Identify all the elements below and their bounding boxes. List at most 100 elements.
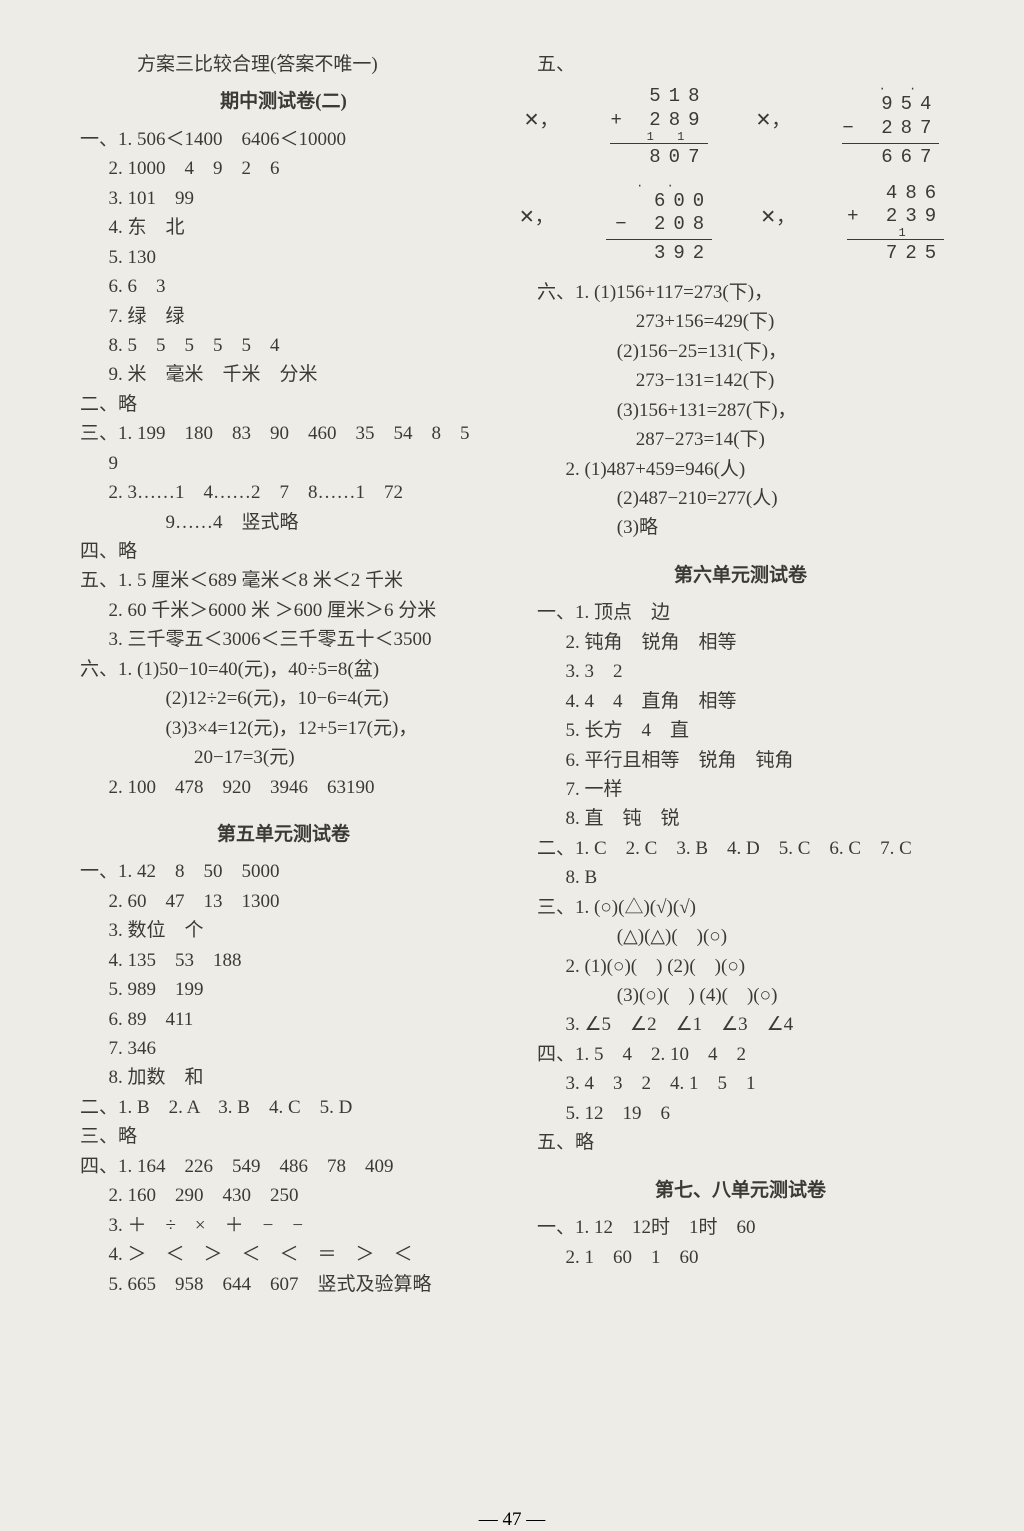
line: 一、1. 顶点 边 xyxy=(537,598,944,627)
line: 五、1. 5 厘米＜689 毫米＜8 米＜2 千米 xyxy=(80,566,487,595)
line: 6. 6 3 xyxy=(80,272,487,301)
line: 二、1. C 2. C 3. B 4. D 5. C 6. C 7. C xyxy=(537,834,944,863)
line: (△)(△)( )(○) xyxy=(537,922,944,951)
calc-d: 486 + 239 1 725 xyxy=(847,182,944,266)
line: 2. 1000 4 9 2 6 xyxy=(80,154,487,183)
calc-carry: 1 xyxy=(847,229,944,237)
line: 一、1. 12 12时 1时 60 xyxy=(537,1213,944,1242)
check-mark: ✕， xyxy=(524,85,559,169)
section-title-unit78: 第七、八单元测试卷 xyxy=(537,1176,944,1205)
line: 4. 东 北 xyxy=(80,213,487,242)
line: 7. 绿 绿 xyxy=(80,302,487,331)
line: 一、1. 506＜1400 6406＜10000 xyxy=(80,125,487,154)
calc-line: − 287 xyxy=(842,117,939,141)
page-number: — 47 — xyxy=(0,1509,1024,1531)
right-column: 五、 ✕， 518 + 289 1 1 807 ✕， · · 954 − 287… xyxy=(537,50,944,1439)
calc-rule xyxy=(842,143,939,144)
line: 20−17=3(元) xyxy=(80,743,487,772)
left-column: 方案三比较合理(答案不唯一) 期中测试卷(二) 一、1. 506＜1400 64… xyxy=(80,50,487,1439)
line: 五、 xyxy=(537,50,944,79)
line: (2)487−210=277(人) xyxy=(537,484,944,513)
calc-line: 954 xyxy=(842,93,939,117)
vertical-calc-row-2: ✕， · · 600 − 208 392 ✕， 486 + 239 1 725 xyxy=(537,182,944,266)
calc-line: 392 xyxy=(606,242,712,266)
page: 方案三比较合理(答案不唯一) 期中测试卷(二) 一、1. 506＜1400 64… xyxy=(0,0,1024,1479)
check-mark: ✕， xyxy=(760,182,795,266)
line: 5. 长方 4 直 xyxy=(537,716,944,745)
line: 3. 三千零五＜3006＜三千零五十＜3500 xyxy=(80,625,487,654)
line: 三、1. 199 180 83 90 460 35 54 8 5 9 xyxy=(80,419,487,478)
line: 2. 1 60 1 60 xyxy=(537,1243,944,1272)
check-mark: ✕， xyxy=(756,85,791,169)
calc-carry: 1 1 xyxy=(610,133,707,141)
line: (3)略 xyxy=(537,513,944,542)
calc-line: 486 xyxy=(847,182,944,206)
line: 2. 60 千米＞6000 米 ＞600 厘米＞6 分米 xyxy=(80,596,487,625)
line: 3. 101 99 xyxy=(80,184,487,213)
line: 2. (1)(○)( ) (2)( )(○) xyxy=(537,952,944,981)
line: 2. 60 47 13 1300 xyxy=(80,887,487,916)
line: 3. 4 3 2 4. 1 5 1 xyxy=(537,1069,944,1098)
line: 5. 665 958 644 607 竖式及验算略 xyxy=(80,1270,487,1299)
line: (3)3×4=12(元)，12+5=17(元)， xyxy=(80,714,487,743)
line: 4. 135 53 188 xyxy=(80,946,487,975)
line: 5. 130 xyxy=(80,243,487,272)
line: 三、略 xyxy=(80,1122,487,1151)
calc-c: · · 600 − 208 392 xyxy=(606,182,712,266)
line: 四、略 xyxy=(80,537,487,566)
line: 9. 米 毫米 千米 分米 xyxy=(80,360,487,389)
line: 5. 989 199 xyxy=(80,975,487,1004)
line: 7. 一样 xyxy=(537,775,944,804)
calc-rule xyxy=(606,239,712,240)
calc-a: 518 + 289 1 1 807 xyxy=(610,85,707,169)
line: 2. 钝角 锐角 相等 xyxy=(537,628,944,657)
line: 273+156=429(下) xyxy=(537,307,944,336)
line: (3)156+131=287(下)， xyxy=(537,396,944,425)
line: 3. 3 2 xyxy=(537,657,944,686)
line: 8. B xyxy=(537,863,944,892)
line: 二、略 xyxy=(80,390,487,419)
calc-line: 518 xyxy=(610,85,707,109)
line: 六、1. (1)156+117=273(下)， xyxy=(537,278,944,307)
line: 2. (1)487+459=946(人) xyxy=(537,455,944,484)
line: 6. 平行且相等 锐角 钝角 xyxy=(537,746,944,775)
line: 8. 加数 和 xyxy=(80,1063,487,1092)
line: 9……4 竖式略 xyxy=(80,508,487,537)
line: 六、1. (1)50−10=40(元)，40÷5=8(盆) xyxy=(80,655,487,684)
line: 287−273=14(下) xyxy=(537,425,944,454)
top-note: 方案三比较合理(答案不唯一) xyxy=(80,50,487,79)
line: 2. 160 290 430 250 xyxy=(80,1181,487,1210)
line: 三、1. (○)(△)(√)(√) xyxy=(537,893,944,922)
line: (2)156−25=131(下)， xyxy=(537,337,944,366)
line: 4. ＞ ＜ ＞ ＜ ＜ ＝ ＞ ＜ xyxy=(80,1240,487,1269)
calc-line: 807 xyxy=(610,146,707,170)
line: 3. ∠5 ∠2 ∠1 ∠3 ∠4 xyxy=(537,1010,944,1039)
line: 3. ＋ ÷ × ＋ − − xyxy=(80,1211,487,1240)
section-title-unit6: 第六单元测试卷 xyxy=(537,561,944,590)
calc-line: 667 xyxy=(842,146,939,170)
line: 3. 数位 个 xyxy=(80,916,487,945)
line: 一、1. 42 8 50 5000 xyxy=(80,857,487,886)
calc-line: − 208 xyxy=(606,213,712,237)
line: 8. 5 5 5 5 5 4 xyxy=(80,331,487,360)
calc-dot: · · xyxy=(606,182,712,190)
line: 8. 直 钝 锐 xyxy=(537,804,944,833)
line: (3)(○)( ) (4)( )(○) xyxy=(537,981,944,1010)
vertical-calc-row-1: ✕， 518 + 289 1 1 807 ✕， · · 954 − 287 66… xyxy=(537,85,944,169)
calc-b: · · 954 − 287 667 xyxy=(842,85,939,169)
line: 273−131=142(下) xyxy=(537,366,944,395)
line: 2. 100 478 920 3946 63190 xyxy=(80,773,487,802)
calc-line: 600 xyxy=(606,190,712,214)
line: 7. 346 xyxy=(80,1034,487,1063)
line: 4. 4 4 直角 相等 xyxy=(537,687,944,716)
calc-dot: · · xyxy=(842,85,939,93)
line: 2. 3……1 4……2 7 8……1 72 xyxy=(80,478,487,507)
line: 四、1. 5 4 2. 10 4 2 xyxy=(537,1040,944,1069)
line: 二、1. B 2. A 3. B 4. C 5. D xyxy=(80,1093,487,1122)
line: 5. 12 19 6 xyxy=(537,1099,944,1128)
check-mark: ✕， xyxy=(519,182,554,266)
line: 6. 89 411 xyxy=(80,1005,487,1034)
line: 五、略 xyxy=(537,1128,944,1157)
line: (2)12÷2=6(元)，10−6=4(元) xyxy=(80,684,487,713)
section-title-midterm2: 期中测试卷(二) xyxy=(80,87,487,116)
